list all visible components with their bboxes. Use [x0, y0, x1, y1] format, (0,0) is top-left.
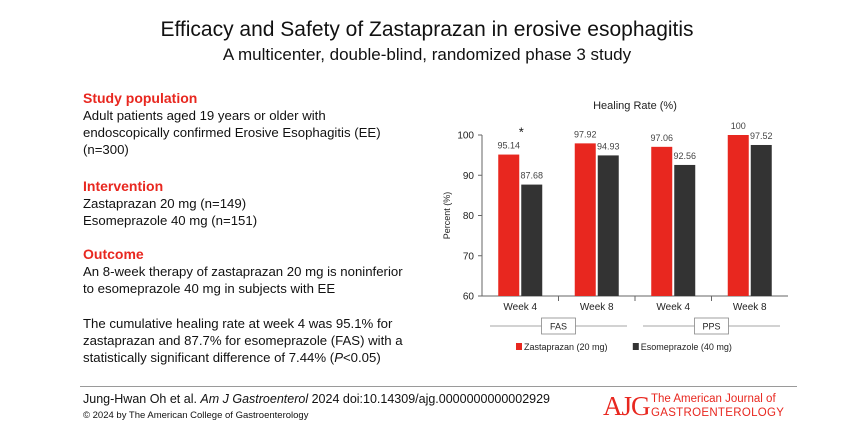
bar-value-label: 92.56 [673, 151, 696, 161]
intervention-line: Zastaprazan 20 mg (n=149) [83, 196, 247, 211]
legend-label: Zastaprazan (20 mg) [524, 342, 608, 352]
citation-doi: 2024 doi:10.14309/ajg.0000000000002929 [308, 392, 551, 406]
citation-journal: Am J Gastroenterol [200, 392, 309, 406]
y-axis-label: Percent (%) [442, 192, 452, 240]
cumulative-line: The cumulative healing rate at week 4 wa… [83, 316, 393, 331]
bar-value-label: 95.14 [497, 141, 520, 151]
page-title: Efficacy and Safety of Zastaprazan in er… [160, 18, 694, 41]
cumulative-text: The cumulative healing rate at week 4 wa… [83, 315, 423, 366]
group-label: PPS [702, 322, 720, 332]
bar-value-label: 97.06 [650, 133, 673, 143]
chart-title: Healing Rate (%) [593, 100, 677, 112]
page-subtitle: A multicenter, double-blind, randomized … [222, 45, 632, 64]
citation: Jung-Hwan Oh et al. Am J Gastroenterol 2… [83, 392, 550, 406]
bar-value-label: 94.93 [597, 141, 620, 151]
bar [498, 154, 520, 296]
group-label-box [541, 317, 576, 335]
y-tick-label: 70 [463, 251, 475, 262]
outcome-line: to esomeprazole 40 mg in subjects with E… [83, 281, 336, 296]
significance-asterisk: * [519, 125, 524, 140]
ajg-logo-mark: AJG [603, 391, 651, 421]
y-tick-label: 80 [463, 211, 475, 222]
population-line: (n=300) [83, 142, 129, 157]
y-tick-label: 100 [457, 131, 474, 142]
population-line: Adult patients aged 19 years or older wi… [83, 108, 326, 123]
bar [574, 143, 596, 296]
legend-swatch [516, 343, 522, 350]
journal-name-line1: The American Journal of [651, 393, 776, 405]
x-tick-label: Week 4 [503, 302, 537, 313]
x-tick-label: Week 8 [580, 302, 614, 313]
population-heading: Study population [83, 90, 198, 106]
outcome-text: An 8-week therapy of zastaprazan 20 mg i… [83, 263, 423, 297]
group-label: FAS [550, 322, 567, 332]
intervention-text: Zastaprazan 20 mg (n=149) Esomeprazole 4… [83, 195, 423, 229]
journal-name-line2: GASTROENTEROLOGY [651, 407, 785, 419]
cumulative-line-text: statistically significant difference of … [83, 350, 335, 365]
bar-value-label: 97.52 [750, 131, 773, 141]
bar-value-label: 97.92 [574, 129, 597, 139]
p-symbol: P [334, 350, 343, 365]
group-label-box [694, 317, 729, 335]
x-tick-label: Week 8 [733, 302, 767, 313]
legend-swatch [632, 343, 639, 350]
bar [727, 135, 749, 296]
healing-rate-chart: Healing Rate (%) Percent (%) 60 70 80 90 100 95… [442, 100, 788, 352]
copyright: © 2024 by The American College of Gastro… [83, 410, 309, 421]
outcome-heading: Outcome [83, 246, 144, 262]
bar [651, 146, 673, 296]
bar [521, 184, 543, 296]
legend-label: Esomeprazole (40 mg) [641, 342, 732, 352]
cumulative-line: zastaprazan and 87.7% for esomeprazole (… [83, 333, 403, 348]
x-tick-label: Week 4 [656, 302, 690, 313]
bar [674, 164, 696, 296]
bar [750, 144, 772, 296]
population-line: endoscopically confirmed Erosive Esophag… [83, 125, 381, 140]
p-value: <0.05) [342, 350, 381, 365]
bar [597, 155, 619, 296]
footer-divider [80, 386, 797, 387]
population-text: Adult patients aged 19 years or older wi… [83, 107, 423, 158]
outcome-line: An 8-week therapy of zastaprazan 20 mg i… [83, 264, 403, 279]
y-tick-label: 90 [463, 171, 475, 182]
intervention-line: Esomeprazole 40 mg (n=151) [83, 213, 258, 228]
y-tick-label: 60 [463, 292, 475, 303]
cumulative-line: statistically significant difference of … [83, 349, 423, 366]
intervention-heading: Intervention [83, 178, 164, 194]
bar-value-label: 87.68 [520, 171, 543, 181]
citation-authors: Jung-Hwan Oh et al. [83, 392, 201, 406]
bar-value-label: 100 [731, 121, 746, 131]
